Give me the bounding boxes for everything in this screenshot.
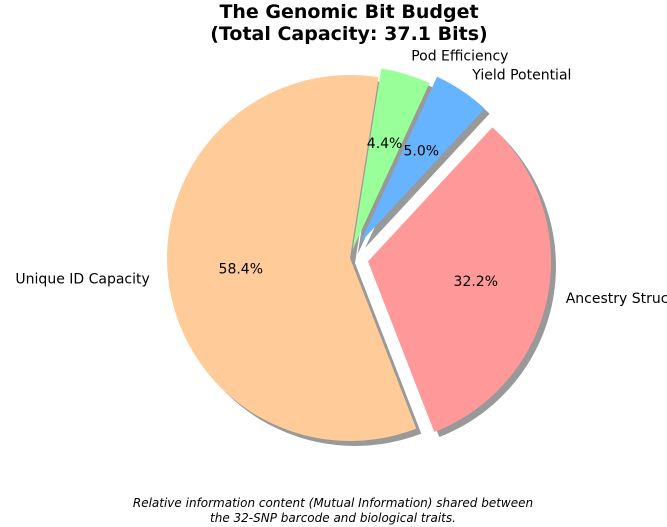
chart-caption: Relative information content (Mutual Inf… (133, 496, 533, 525)
slice-label-yield-potential: Yield Potential (471, 68, 571, 84)
chart-title-line-1: The Genomic Bit Budget (219, 1, 478, 23)
slice-label-ancestry-structure: Ancestry Structure (566, 291, 667, 307)
pie-slice-unique-id-capacity (167, 74, 417, 441)
pie-slice-ancestry-structure (367, 127, 551, 433)
chart-caption-line-1: Relative information content (Mutual Inf… (133, 496, 533, 510)
chart-title: The Genomic Bit Budget (Total Capacity: … (210, 1, 487, 45)
slice-percent-ancestry-structure: 32.2% (454, 274, 498, 290)
pie-slices (167, 68, 551, 441)
slice-percent-unique-id-capacity: 58.4% (219, 262, 263, 278)
pie-slice-pod-efficiency (352, 68, 430, 250)
pie-slice-yield-potential (360, 76, 485, 243)
slice-label-unique-id-capacity: Unique ID Capacity (15, 272, 149, 288)
chart-caption-line-2: the 32-SNP barcode and biological traits… (210, 511, 456, 525)
slice-percent-yield-potential: 5.0% (404, 144, 440, 160)
chart-title-line-2: (Total Capacity: 37.1 Bits) (210, 23, 487, 45)
slice-percent-pod-efficiency: 4.4% (367, 136, 403, 152)
slice-label-pod-efficiency: Pod Efficiency (411, 49, 508, 65)
slice-labels: Unique ID Capacity 58.4% Ancestry Structur… (15, 49, 667, 307)
